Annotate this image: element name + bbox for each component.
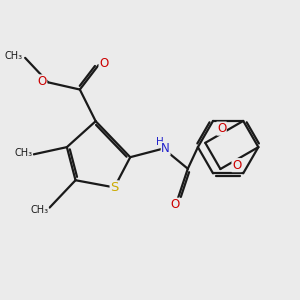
Text: O: O [217, 122, 226, 135]
Text: O: O [170, 198, 179, 211]
Text: S: S [110, 181, 118, 194]
Text: CH₃: CH₃ [30, 205, 48, 215]
Text: O: O [99, 57, 108, 70]
Text: CH₃: CH₃ [14, 148, 32, 158]
Text: H: H [156, 137, 164, 147]
Text: N: N [161, 142, 170, 155]
Text: O: O [232, 159, 241, 172]
Text: CH₃: CH₃ [5, 51, 23, 62]
Text: O: O [38, 75, 47, 88]
